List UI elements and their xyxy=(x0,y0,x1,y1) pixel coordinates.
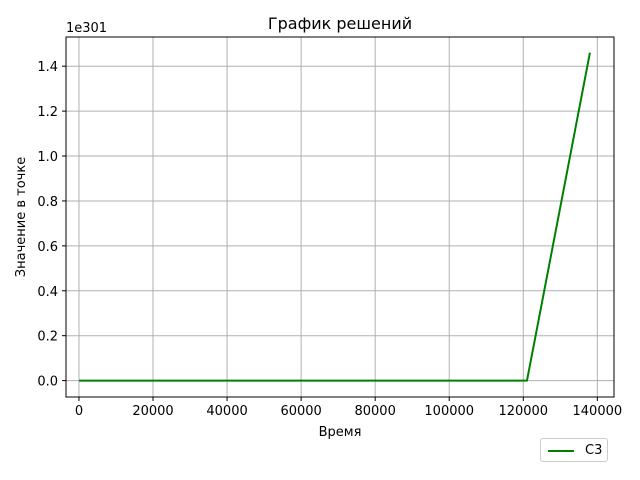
legend-label-c3: C3 xyxy=(585,443,603,458)
y-tick-label: 0.4 xyxy=(37,285,58,300)
y-axis-label: Значение в точке xyxy=(14,157,29,277)
grid-lines xyxy=(66,37,614,397)
x-axis-label: Время xyxy=(319,425,362,440)
y-axis-ticks: 0.0 0.2 0.4 0.6 0.8 1.0 1.2 1.4 xyxy=(37,60,66,390)
y-tick-label: 1.4 xyxy=(37,60,58,75)
x-tick-label: 140000 xyxy=(573,404,623,419)
axes-frame xyxy=(65,36,615,398)
x-axis-ticks: 0 20000 40000 60000 80000 100000 120000 140000 xyxy=(75,397,622,419)
x-tick-label: 60000 xyxy=(280,404,321,419)
x-tick-label: 0 xyxy=(75,404,83,419)
y-tick-label: 0.0 xyxy=(37,375,58,390)
x-tick-label: 80000 xyxy=(354,404,395,419)
y-tick-label: 0.6 xyxy=(37,240,58,255)
x-tick-label: 120000 xyxy=(498,404,548,419)
y-tick-label: 0.8 xyxy=(37,195,58,210)
legend: C3 xyxy=(540,438,608,462)
series-layer xyxy=(78,52,591,382)
y-offset-label: 1e301 xyxy=(66,21,107,36)
chart-title: График решений xyxy=(268,14,412,33)
x-tick-label: 100000 xyxy=(424,404,474,419)
x-tick-label: 40000 xyxy=(206,404,247,419)
y-tick-label: 1.0 xyxy=(37,150,58,165)
y-tick-label: 0.2 xyxy=(37,330,58,345)
y-tick-label: 1.2 xyxy=(37,105,58,120)
x-tick-label: 20000 xyxy=(132,404,173,419)
series-line-c3 xyxy=(78,52,591,382)
legend-line-c3 xyxy=(548,450,574,452)
